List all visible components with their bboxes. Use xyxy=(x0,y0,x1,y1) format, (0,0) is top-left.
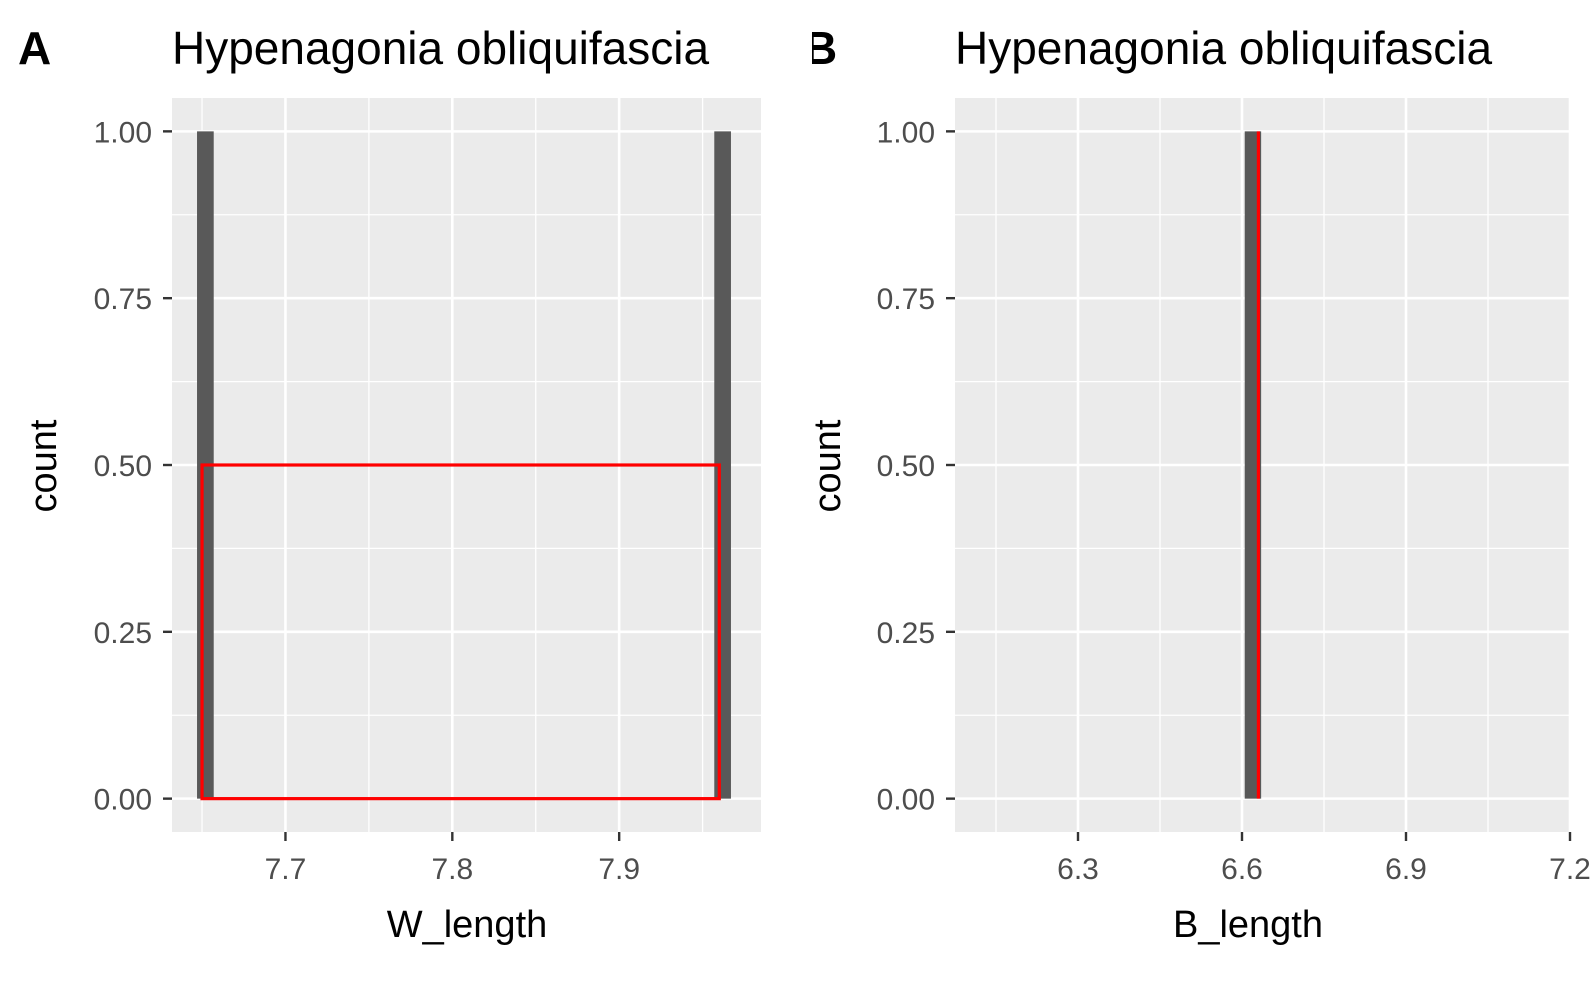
panel-a-label: A xyxy=(18,22,51,74)
panel-b-y-axis-title: count xyxy=(807,419,849,512)
panel-b-y-axis: 0.00 0.25 0.50 0.75 1.00 xyxy=(877,116,955,817)
panel-a-x-tick-label: 7.9 xyxy=(598,853,640,886)
panel-b-title: Hypenagonia obliquifascia xyxy=(955,22,1492,74)
panel-b-x-axis-title: B_length xyxy=(1173,904,1323,946)
panel-b-y-tick-label: 0.50 xyxy=(877,450,935,483)
panel-a-y-tick-label: 0.25 xyxy=(94,617,152,650)
panel-a-y-tick-label: 1.00 xyxy=(94,116,152,149)
panel-b-x-tick-label: 6.3 xyxy=(1057,853,1099,886)
panel-b-y-tick-label: 0.75 xyxy=(877,283,935,316)
panel-a-y-tick-label: 0.50 xyxy=(94,450,152,483)
panel-b-y-tick-label: 1.00 xyxy=(877,116,935,149)
panel-b-x-tick-label: 6.6 xyxy=(1221,853,1263,886)
panel-a-y-axis: 0.00 0.25 0.50 0.75 1.00 xyxy=(94,116,172,817)
panel-a-y-tick-label: 0.00 xyxy=(94,784,152,817)
panel-a-overlay-rect xyxy=(200,463,721,801)
panel-b-grid xyxy=(955,98,1572,832)
panel-a-x-axis-title: W_length xyxy=(387,904,548,946)
panel-a-title: Hypenagonia obliquifascia xyxy=(172,22,709,74)
panel-b-x-tick-label: 6.9 xyxy=(1385,853,1427,886)
panel-b-x-axis: 6.3 6.6 6.9 7.2 xyxy=(1057,832,1591,886)
panel-a-overlay xyxy=(200,463,721,801)
panel-a-x-axis: 7.7 7.8 7.9 xyxy=(265,832,640,886)
panel-a-y-axis-title: count xyxy=(23,419,65,512)
panel-a-y-tick-label: 0.75 xyxy=(94,283,152,316)
panel-a-x-tick-label: 7.8 xyxy=(431,853,473,886)
panel-b-y-tick-label: 0.00 xyxy=(877,784,935,817)
panel-b-y-tick-label: 0.25 xyxy=(877,617,935,650)
panel-b-x-tick-label: 7.2 xyxy=(1549,853,1591,886)
panel-a: A Hypenagonia obliquifascia 0.00 0.25 0.50… xyxy=(18,22,761,946)
panel-b-label: B xyxy=(804,22,837,74)
panel-a-x-tick-label: 7.7 xyxy=(265,853,307,886)
panel-b: B Hypenagonia obliquifascia 0.00 0.25 0.50… xyxy=(804,22,1591,946)
